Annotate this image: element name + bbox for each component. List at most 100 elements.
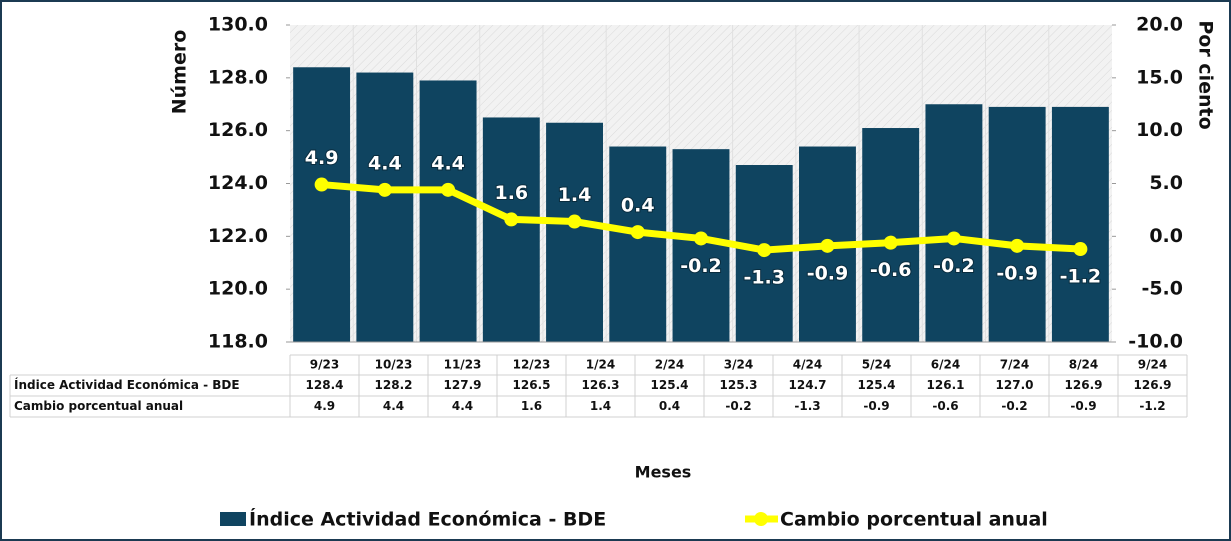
table-cell: 124.7 xyxy=(789,378,827,392)
marker xyxy=(883,235,898,250)
table-cell: 1.6 xyxy=(521,399,542,413)
bar xyxy=(925,104,983,342)
x-tick-label: 9/24 xyxy=(1138,358,1167,372)
y-tick-label: 126.0 xyxy=(208,119,268,141)
bar xyxy=(419,80,477,342)
y2-tick-label: -5.0 xyxy=(1141,278,1183,300)
table-cell: 1.4 xyxy=(590,399,611,413)
x-axis-title: Meses xyxy=(635,463,692,482)
table-cell: 4.4 xyxy=(452,399,473,413)
marker xyxy=(504,212,519,227)
table-row-label: Cambio porcentual anual xyxy=(14,399,183,413)
data-label: 4.9 xyxy=(305,147,339,169)
table-cell: -0.2 xyxy=(1001,399,1027,413)
table-cell: -0.6 xyxy=(932,399,958,413)
data-label: -0.2 xyxy=(680,255,722,277)
y2-tick-label: 15.0 xyxy=(1136,66,1183,88)
data-label: -0.6 xyxy=(870,259,912,281)
table-cell: 128.2 xyxy=(375,378,413,392)
bar xyxy=(609,146,667,342)
bar xyxy=(293,67,351,343)
data-label: -1.2 xyxy=(1060,266,1102,288)
marker xyxy=(694,231,708,246)
bar xyxy=(546,122,603,342)
table-cell: 125.4 xyxy=(651,378,689,392)
marker xyxy=(946,231,961,246)
y-tick-label: 124.0 xyxy=(208,172,268,194)
y2-axis-title: Por ciento xyxy=(1195,20,1217,129)
y2-tick-label: -10.0 xyxy=(1128,331,1183,353)
table-cell: -0.9 xyxy=(1070,399,1096,413)
bar xyxy=(482,117,540,342)
legend-swatch xyxy=(220,512,246,526)
bar xyxy=(356,72,414,343)
x-tick-label: 10/23 xyxy=(375,358,413,372)
table-cell: 127.9 xyxy=(444,378,482,392)
y-tick-label: 128.0 xyxy=(208,66,268,88)
table-cell: -0.2 xyxy=(725,399,751,413)
marker xyxy=(377,182,392,197)
x-tick-label: 9/23 xyxy=(310,358,339,372)
marker xyxy=(441,182,456,197)
marker xyxy=(1073,242,1088,257)
y2-tick-label: 20.0 xyxy=(1136,14,1183,36)
table-cell: 127.0 xyxy=(996,378,1034,392)
bar xyxy=(672,149,730,342)
legend-swatch xyxy=(754,512,768,526)
marker xyxy=(567,214,582,229)
table-cell: 4.4 xyxy=(383,399,404,413)
table-cell: 126.3 xyxy=(582,378,620,392)
table-cell: -0.9 xyxy=(863,399,889,413)
table-cell: 125.4 xyxy=(858,378,896,392)
y2-tick-label: 5.0 xyxy=(1149,172,1183,194)
table-cell: 126.1 xyxy=(927,378,965,392)
data-label: 1.6 xyxy=(494,182,528,204)
x-tick-label: 2/24 xyxy=(655,358,684,372)
marker xyxy=(757,243,772,258)
data-label: 4.4 xyxy=(368,152,402,174)
y-axis-title: Número xyxy=(169,30,191,115)
marker xyxy=(1010,238,1025,253)
y2-tick-label: 10.0 xyxy=(1136,119,1183,141)
x-tick-label: 3/24 xyxy=(724,358,753,372)
y-tick-label: 122.0 xyxy=(208,225,268,247)
data-label: -0.9 xyxy=(807,262,849,284)
x-tick-label: 11/23 xyxy=(444,358,482,372)
data-label: 1.4 xyxy=(558,184,592,206)
table-row-label: Índice Actividad Económica - BDE xyxy=(14,377,240,392)
table-cell: -1.3 xyxy=(794,399,820,413)
x-tick-label: 5/24 xyxy=(862,358,891,372)
y-tick-label: 118.0 xyxy=(208,331,268,353)
table-cell: 128.4 xyxy=(306,378,344,392)
x-tick-label: 6/24 xyxy=(931,358,960,372)
table-cell: 126.9 xyxy=(1065,378,1103,392)
x-tick-label: 8/24 xyxy=(1069,358,1098,372)
bar xyxy=(862,128,920,342)
x-tick-label: 1/24 xyxy=(586,358,615,372)
x-tick-label: 7/24 xyxy=(1000,358,1029,372)
y-tick-label: 130.0 xyxy=(208,14,268,36)
data-label: -0.2 xyxy=(933,255,975,277)
table-cell: 125.3 xyxy=(720,378,758,392)
marker xyxy=(314,177,329,192)
table-cell: 4.9 xyxy=(314,399,335,413)
table-cell: 0.4 xyxy=(659,399,680,413)
table-cell: 126.5 xyxy=(513,378,551,392)
data-label: -1.3 xyxy=(743,267,785,289)
table-cell: -1.2 xyxy=(1139,399,1165,413)
data-label: 0.4 xyxy=(621,195,655,217)
marker xyxy=(630,225,645,240)
x-tick-label: 12/23 xyxy=(513,358,551,372)
data-label: -0.9 xyxy=(996,262,1038,284)
bar xyxy=(1051,106,1109,343)
y-tick-label: 120.0 xyxy=(208,278,268,300)
y2-tick-label: 0.0 xyxy=(1149,225,1183,247)
data-label: 4.4 xyxy=(431,152,465,174)
x-tick-label: 4/24 xyxy=(793,358,822,372)
legend-label: Cambio porcentual anual xyxy=(780,509,1048,531)
bar xyxy=(988,106,1046,343)
table-cell: 126.9 xyxy=(1134,378,1172,392)
legend-label: Índice Actividad Económica - BDE xyxy=(249,508,606,531)
